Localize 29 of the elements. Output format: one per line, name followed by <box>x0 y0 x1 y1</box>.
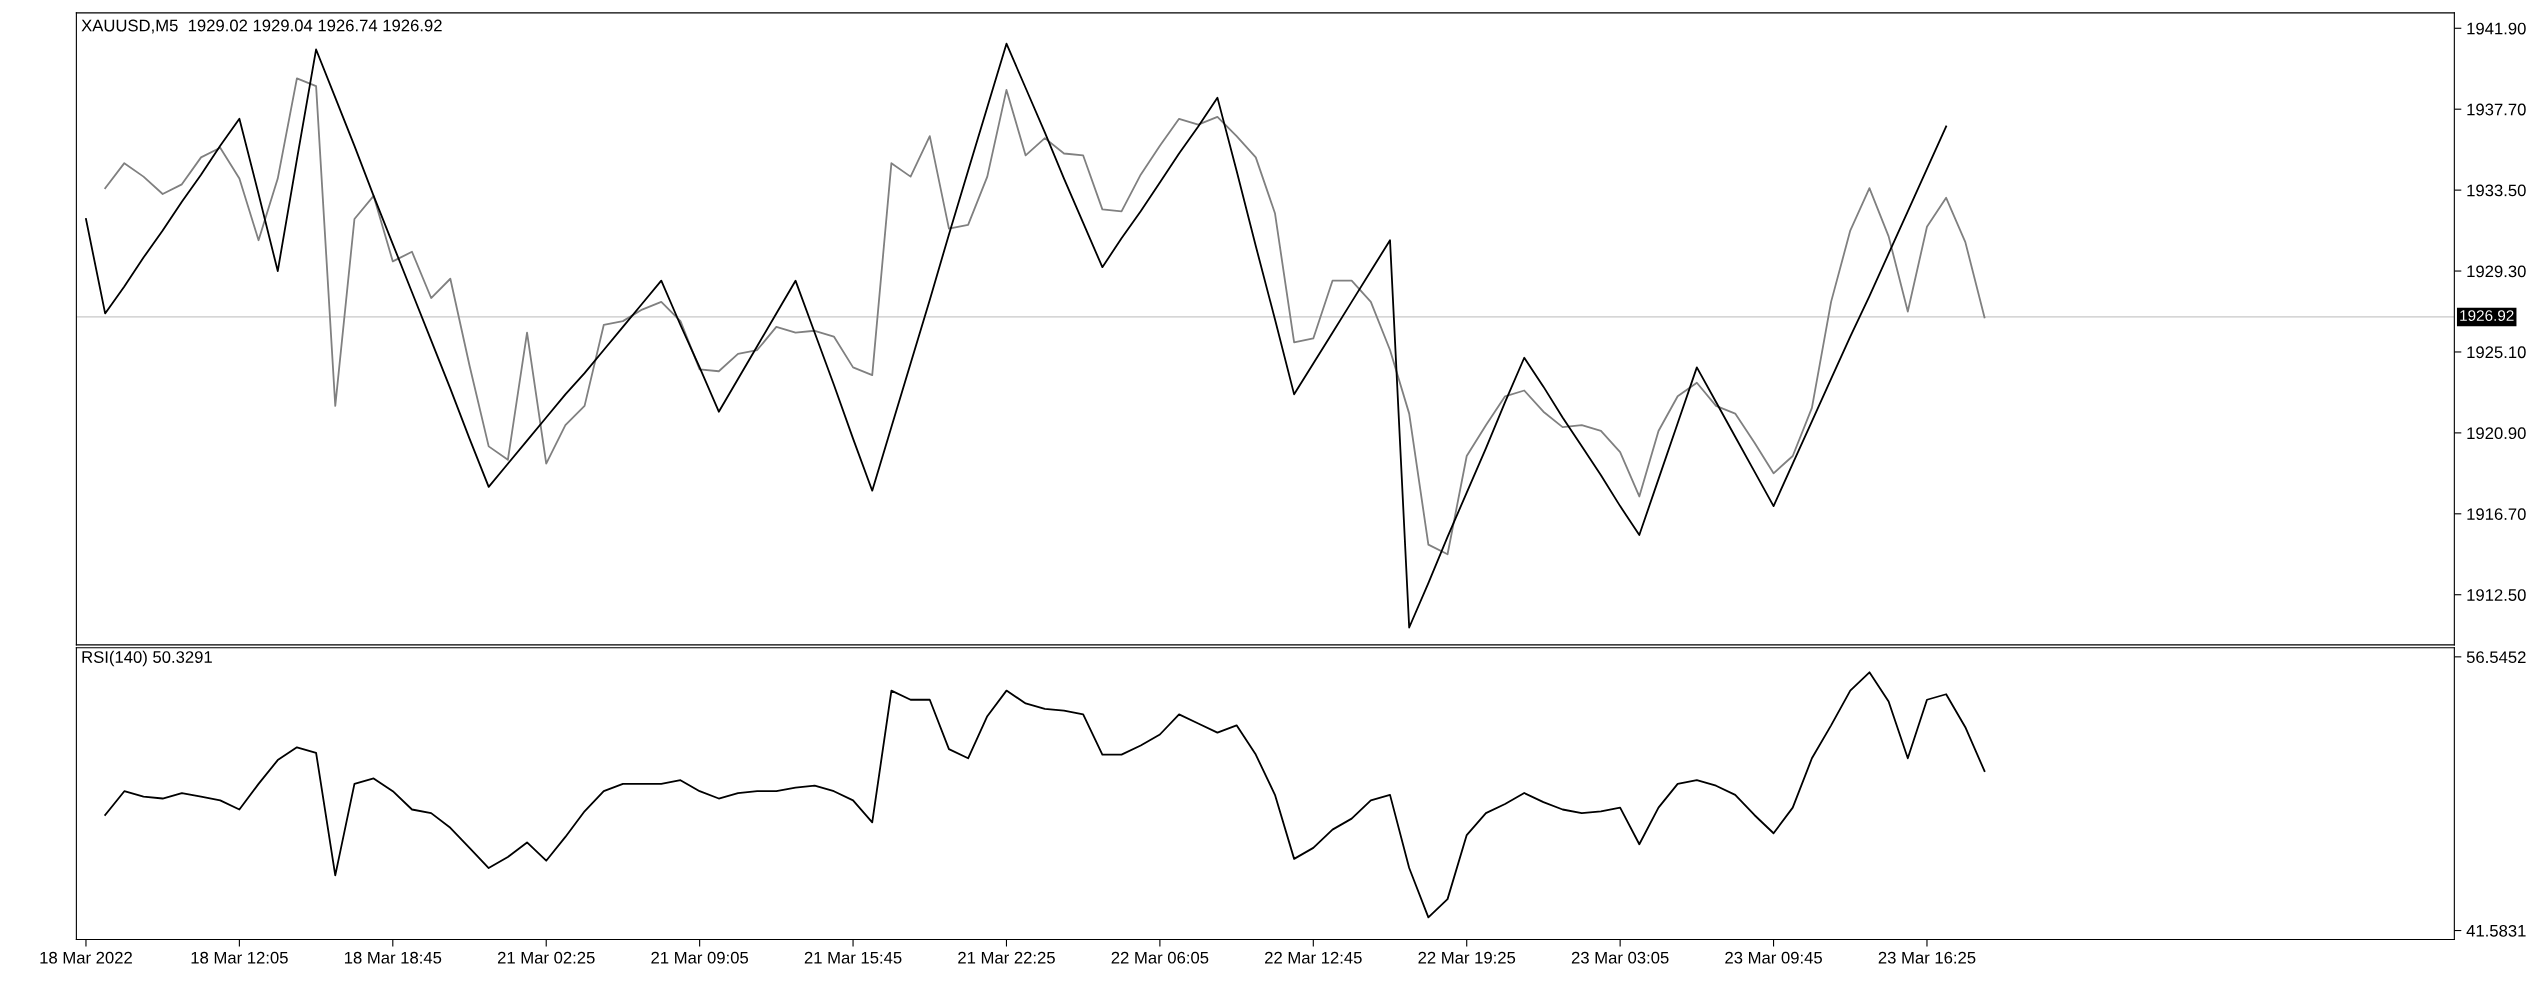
y-tick-label: 1937.70 <box>2467 103 2526 116</box>
x-tick-label: 23 Mar 09:45 <box>1725 951 1822 964</box>
y-tick-label: 1912.50 <box>2467 589 2526 601</box>
line-series <box>104 671 1986 919</box>
x-tick-label: 23 Mar 03:05 <box>1571 951 1669 964</box>
y-tick-label: 41.5831 <box>2466 924 2526 937</box>
y-tick-label: 1933.50 <box>2467 184 2526 197</box>
y-tick-label: 56.5452 <box>2466 651 2526 664</box>
x-tick-label: 21 Mar 09:05 <box>651 951 749 964</box>
x-tick-label: 22 Mar 12:45 <box>1265 951 1362 964</box>
x-tick-label: 21 Mar 15:45 <box>804 951 902 964</box>
x-tick-label: 22 Mar 19:25 <box>1418 951 1516 964</box>
x-tick-label: 18 Mar 12:05 <box>191 951 288 964</box>
x-tick-label: 22 Mar 06:05 <box>1111 951 1209 964</box>
chart-title: RSI(140) 50.3291 <box>82 650 212 667</box>
x-tick-label: 18 Mar 2022 <box>40 951 132 964</box>
x-tick-label: 21 Mar 02:25 <box>497 951 595 964</box>
line-series <box>85 42 1948 629</box>
chart-title: XAUUSD,M5 1929.02 1929.04 1926.74 1926.92 <box>81 19 442 34</box>
y-tick-label: 1941.90 <box>2467 22 2526 35</box>
y-tick-label: 1925.10 <box>2467 346 2526 359</box>
line-series <box>104 77 1986 556</box>
x-tick-label: 23 Mar 16:25 <box>1878 951 1976 964</box>
y-tick-label: 1920.90 <box>2467 427 2526 440</box>
y-tick-label: 1929.30 <box>2467 265 2526 278</box>
x-tick-label: 21 Mar 22:25 <box>958 951 1055 964</box>
ref-line-label: 1926.92 <box>2460 310 2514 321</box>
y-tick-label: 1916.70 <box>2467 508 2526 521</box>
x-tick-label: 18 Mar 18:45 <box>344 951 442 964</box>
